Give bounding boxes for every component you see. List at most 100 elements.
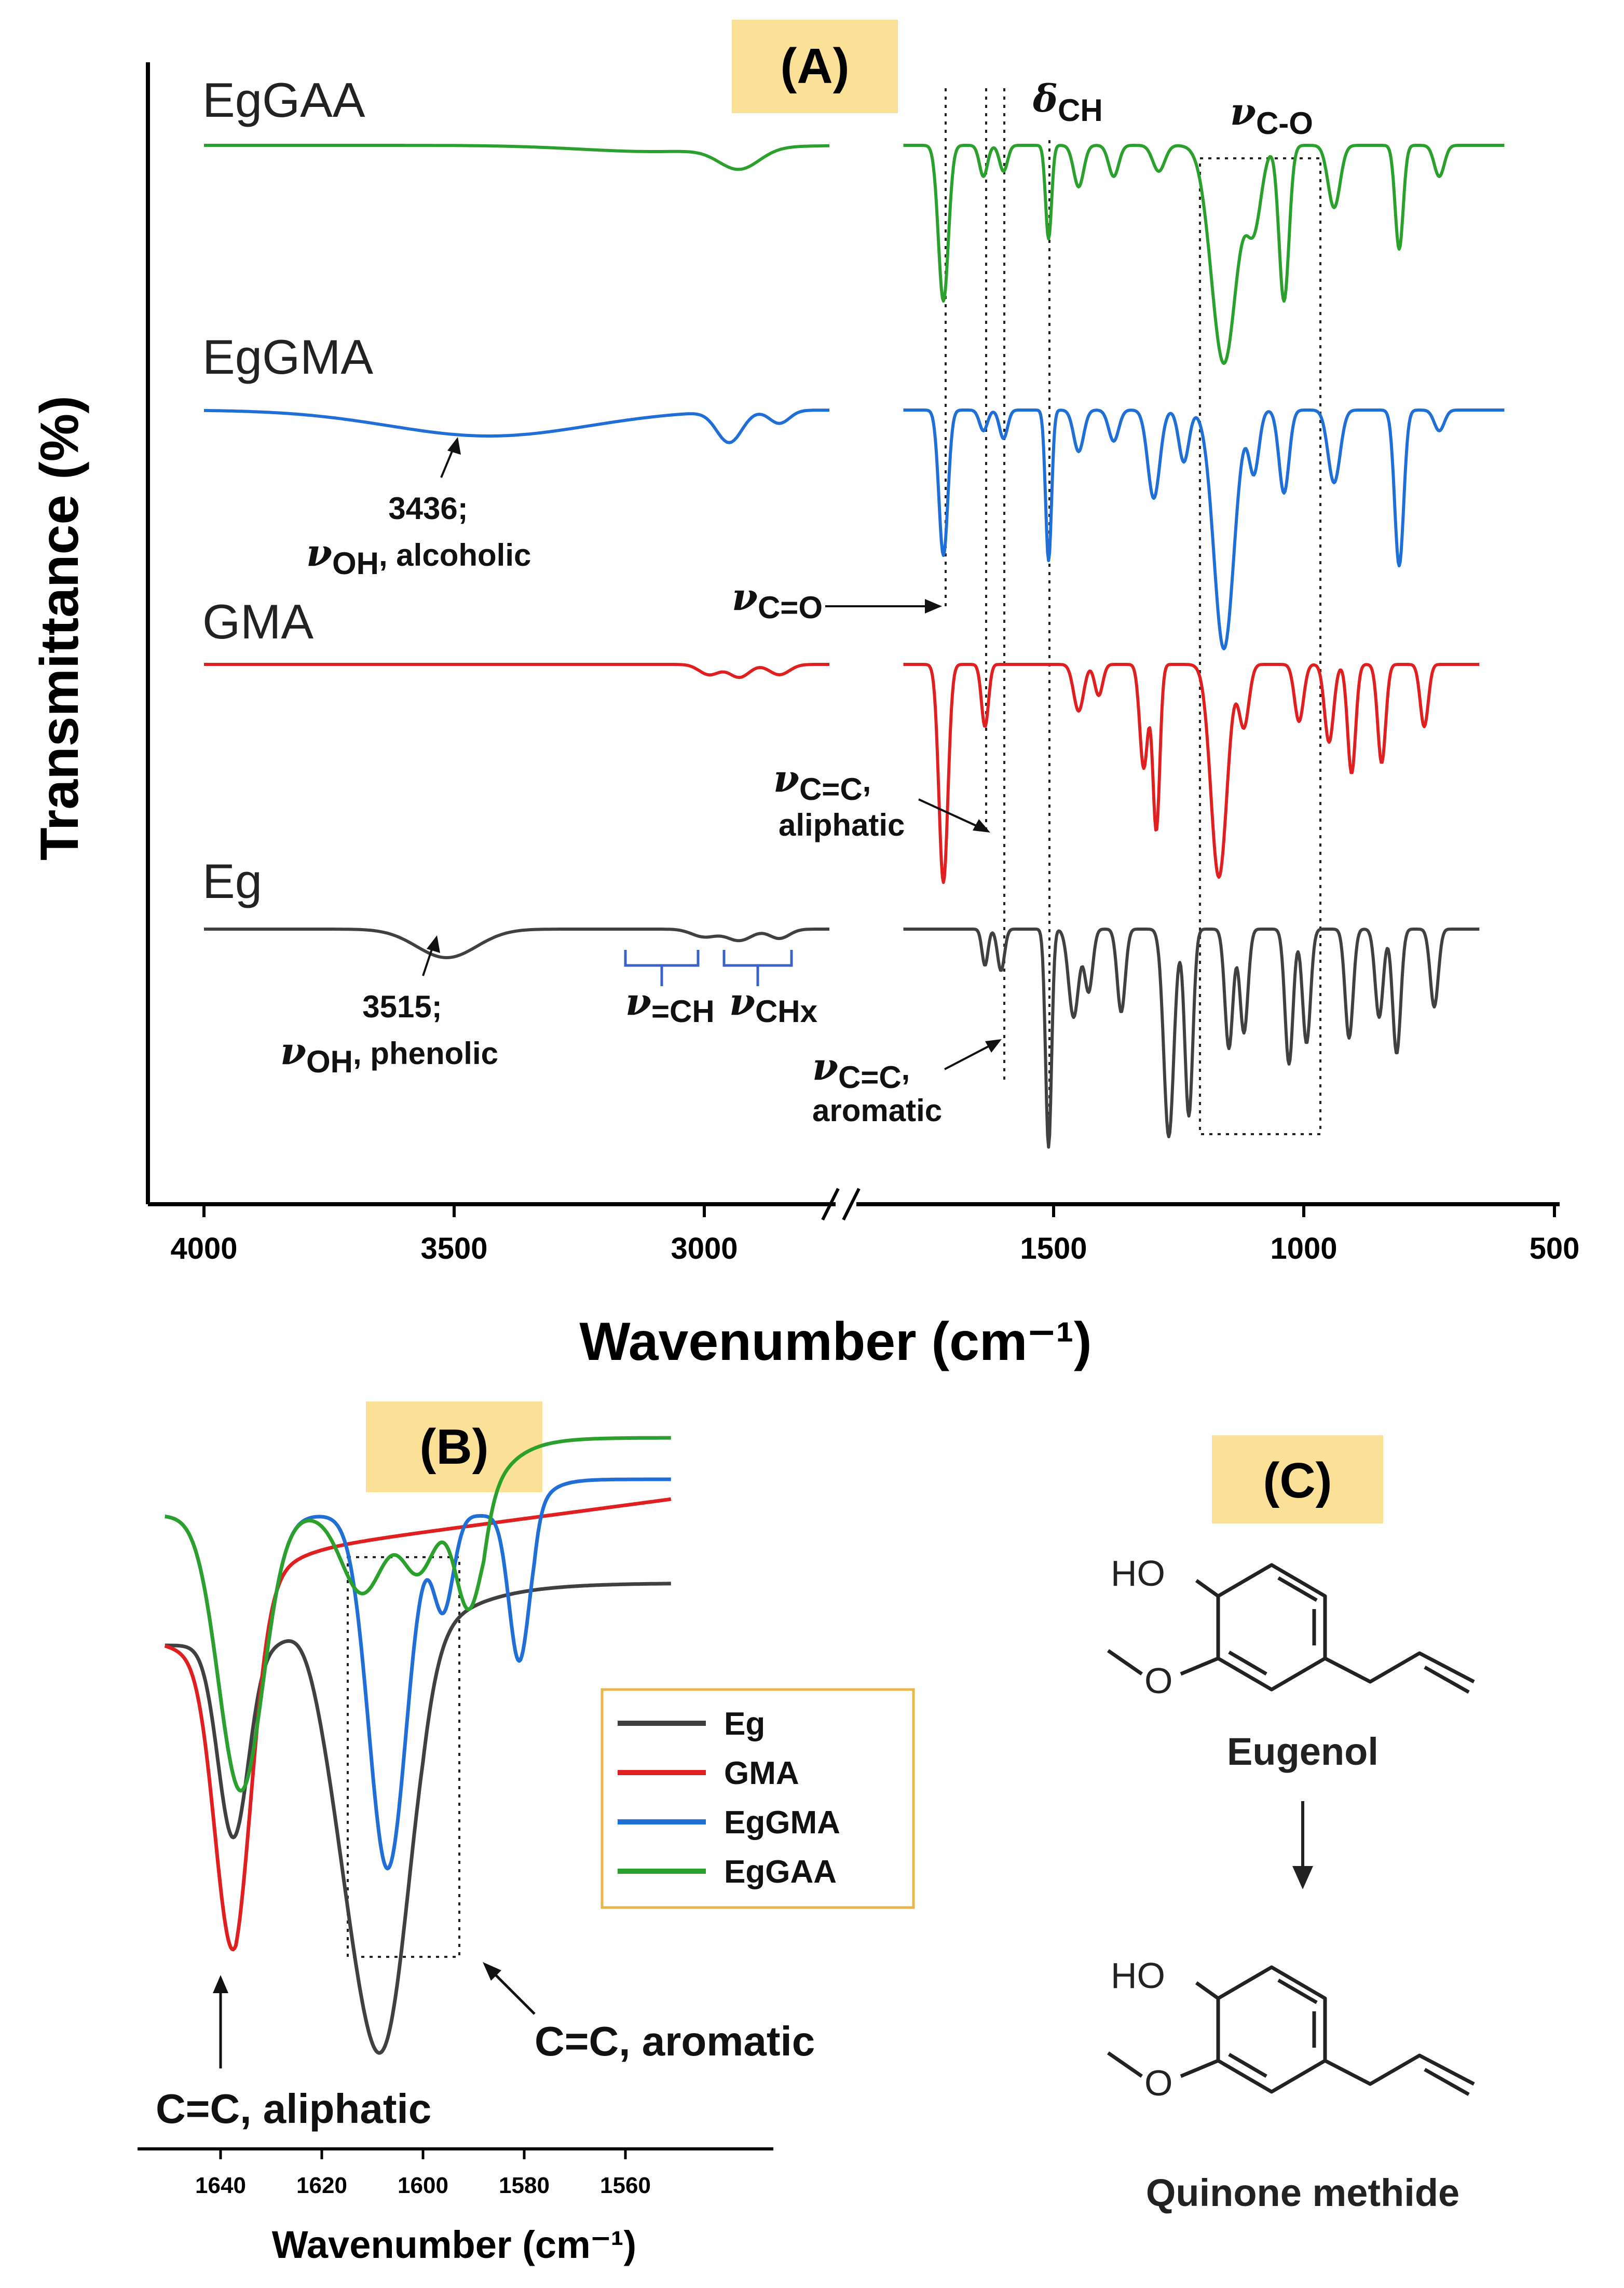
x-axis-title-a: Wavenumber (cm⁻¹) xyxy=(579,1312,1091,1372)
legend-label-eggma: EgGMA xyxy=(724,1805,840,1841)
nu-co-subscript: C-O xyxy=(1256,106,1313,141)
series-line-eggma xyxy=(204,408,829,444)
eugenol-structure xyxy=(1107,1563,1475,1694)
oh-phenolic-subscript: OH xyxy=(306,1044,353,1079)
axis-break-mark-1 xyxy=(821,1188,840,1221)
legend-label-eg: Eg xyxy=(724,1706,765,1742)
aliphatic-arrowhead xyxy=(213,1975,228,1993)
delta-ch-label: δCH xyxy=(1032,76,1103,128)
oh-phenolic-suffix: , phenolic xyxy=(353,1036,498,1071)
tick-label-b-1580: 1580 xyxy=(499,2173,550,2198)
annotation-oh-alcoholic: 3436; νOH, alcoholic xyxy=(306,437,531,581)
oh-alcoholic-arrowhead xyxy=(447,437,461,455)
eugenol-oh-bond xyxy=(1195,1579,1220,1598)
nu-ceqo-subscript: C=O xyxy=(758,590,823,625)
aromatic-arrowhead xyxy=(483,1962,501,1981)
bracket-chx xyxy=(722,950,793,986)
nu-ceqc-aliph-arrowhead xyxy=(973,819,990,833)
annotation-delta-ch: δCH xyxy=(1032,76,1103,128)
eugenol-o-label: O xyxy=(1144,1660,1172,1701)
nu-co-symbol: ν xyxy=(1230,89,1256,133)
eugenol-double-bond-3 xyxy=(1228,1650,1267,1676)
series-line-eggma xyxy=(903,408,1505,650)
oh-phenolic-label: νOH, phenolic xyxy=(280,1029,498,1079)
nu-ceqc-aliph-arrow-line xyxy=(918,798,981,829)
nu-ceqc-arom-symbol: ν xyxy=(812,1044,838,1088)
eugenol-o-bond xyxy=(1180,1656,1219,1676)
nu-ceqc-aliph-line2: aliphatic xyxy=(779,808,905,842)
nu-ceqc-arom-line2: aromatic xyxy=(812,1093,942,1128)
legend-label-gma: GMA xyxy=(724,1755,799,1791)
panel-a-label-bg xyxy=(732,20,898,113)
eugenol-methyl-bond xyxy=(1107,1649,1143,1676)
tick-label-1000: 1000 xyxy=(1270,1232,1337,1265)
delta-ch-subscript: CH xyxy=(1058,93,1103,128)
tick-label-b-1620: 1620 xyxy=(296,2173,347,2198)
qm-ring xyxy=(1216,1965,1327,2094)
nu-ceqc-arom-comma: , xyxy=(902,1052,910,1086)
eugenol-allyl-chain xyxy=(1324,1651,1475,1684)
qm-ho-label: HO xyxy=(1111,1955,1165,1996)
eugenol-ho-label: HO xyxy=(1111,1553,1165,1594)
nu-eqch-subscript: =CH xyxy=(651,994,715,1029)
legend-b: Eg GMA EgGMA EgGAA xyxy=(601,1688,915,1909)
nu-co-label: νC-O xyxy=(1230,89,1313,141)
series-label-eg: Eg xyxy=(202,854,262,908)
nu-ceqc-arom-arrow-line xyxy=(944,1043,993,1070)
tick-label-4000: 4000 xyxy=(170,1232,237,1265)
tick-label-b-1560: 1560 xyxy=(600,2173,651,2198)
bracket-eqch xyxy=(624,950,700,986)
compound-name-quinone-methide: Quinone methide xyxy=(1146,2171,1459,2214)
aromatic-region-box xyxy=(347,1556,460,1958)
x-ticks-a: 4000 3500 3000 1500 1000 500 xyxy=(170,1204,1579,1265)
panel-c-label: (C) xyxy=(1263,1453,1332,1508)
tick-label-1500: 1500 xyxy=(1020,1232,1087,1265)
qm-double-bond-1 xyxy=(1277,1978,1318,2005)
oh-phenolic-value: 3515; xyxy=(362,989,442,1024)
nu-ceqc-arom-arrowhead xyxy=(985,1039,1002,1053)
nu-eqch-symbol: ν xyxy=(625,979,651,1024)
nu-eqch-label: ν=CH xyxy=(625,979,715,1029)
annotation-nu-co: νC-O xyxy=(1230,89,1313,141)
oh-alcoholic-value: 3436; xyxy=(388,491,468,526)
series-line-b-gma xyxy=(164,1497,672,1952)
nu-ceqc-aromatic-label: νC=C, xyxy=(812,1044,910,1095)
series-line-b-eg xyxy=(164,1582,672,2055)
panel-b: (B) Eg GMA EgGMA EgGAA C=C, aliphatic C=… xyxy=(138,1401,915,2266)
nu-ceqo-symbol: ν xyxy=(732,575,758,619)
nu-chx-symbol: ν xyxy=(729,979,755,1024)
panel-b-label: (B) xyxy=(419,1419,488,1475)
reference-lines-a xyxy=(945,88,1321,1142)
x-ticks-b: 1640 1620 1600 1580 1560 xyxy=(195,2149,651,2198)
series-line-eggaa xyxy=(204,144,830,171)
annotation-nu-ceqc-aliphatic: νC=C, aliphatic xyxy=(773,756,990,842)
series-label-eggma: EgGMA xyxy=(202,330,373,384)
oh-phenolic-arrowhead xyxy=(427,935,440,953)
annotation-ch-brackets: ν=CH νCHx xyxy=(624,950,817,1029)
annotation-cc-aromatic: C=C, aromatic xyxy=(535,2018,815,2064)
nu-ceqc-aliph-subscript: C=C xyxy=(799,772,863,807)
annotation-nu-ceqo: νC=O xyxy=(732,575,942,625)
nu-ceqc-aliph-comma: , xyxy=(863,764,871,798)
series-line-eg xyxy=(204,928,829,959)
series-line-gma xyxy=(903,663,1480,884)
qm-allyl-double-bond xyxy=(1424,2067,1470,2096)
y-axis-title-a: Transmittance (%) xyxy=(30,396,90,861)
delta-ch-symbol: δ xyxy=(1032,76,1058,120)
annotation-cc-aliphatic: C=C, aliphatic xyxy=(156,2086,431,2132)
panel-c-label-bg xyxy=(1212,1435,1383,1523)
oh-alcoholic-subscript: OH xyxy=(332,546,379,581)
aromatic-arrow-line xyxy=(492,1971,536,2015)
series-line-eggaa xyxy=(903,144,1505,365)
series-label-eggaa: EgGAA xyxy=(202,73,365,127)
qm-oh-bond xyxy=(1195,1981,1220,2000)
annotation-nu-ceqc-aromatic: νC=C, aromatic xyxy=(812,1039,1002,1128)
box-c-o-region xyxy=(1199,157,1321,1135)
qm-o-label: O xyxy=(1144,2063,1172,2103)
annotation-oh-phenolic: 3515; νOH, phenolic xyxy=(280,935,498,1079)
nu-chx-label: νCHx xyxy=(729,979,817,1029)
eugenol-allyl-double-bond xyxy=(1424,1665,1470,1694)
quinone-methide-structure xyxy=(1107,1965,1475,2096)
qm-o-bond xyxy=(1180,2059,1219,2078)
